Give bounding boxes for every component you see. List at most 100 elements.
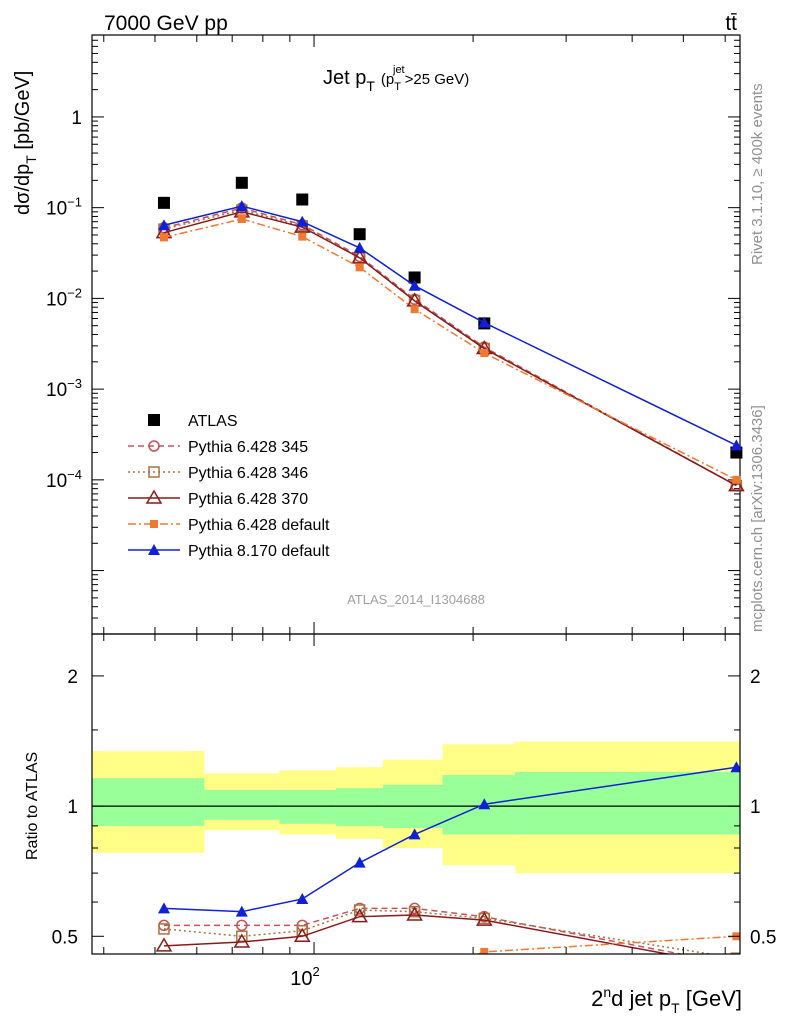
series-pythia-8-170-default (157, 200, 743, 451)
legend-marker (148, 414, 160, 426)
data-point (732, 475, 741, 484)
ratio-series-pythia-8-170-default (157, 761, 740, 917)
ratio-y-tick-label-right: 0.5 (750, 927, 776, 948)
legend-marker (148, 544, 160, 555)
ratio-point (158, 923, 170, 935)
data-point (157, 196, 170, 209)
legend-label: Pythia 8.170 default (188, 543, 330, 560)
main-series-group (155, 176, 745, 492)
data-point (480, 349, 489, 358)
y-tick-label: 10−1 (46, 195, 82, 220)
data-point (408, 271, 421, 284)
legend-marker (148, 440, 160, 452)
legend-label: Pythia 6.428 345 (188, 439, 308, 456)
ratio-point (296, 892, 309, 904)
ratio-y-tick-label: 1 (67, 797, 78, 818)
legend-marker (148, 466, 160, 478)
y-tick-label: 10−3 (46, 376, 82, 401)
rivet-version-label: Rivet 3.1.10, ≥ 400k events (749, 83, 766, 265)
energy-label: 7000 GeV pp (104, 12, 228, 35)
ratio-point (160, 981, 168, 989)
legend-label: Pythia 6.428 346 (188, 465, 308, 482)
legend-item-pythia-6-428-345: Pythia 6.428 345 (128, 439, 308, 456)
inner-band (442, 775, 515, 835)
legend-label: Pythia 6.428 default (188, 517, 330, 534)
inner-band (279, 789, 336, 824)
ratio-point (408, 828, 421, 840)
data-point (351, 249, 368, 264)
ratio-point (406, 906, 423, 921)
data-point (730, 439, 743, 451)
ratio-point (298, 1005, 306, 1013)
data-point (408, 279, 421, 291)
legend: ATLAS Pythia 6.428 345 Pythia 6.428 346 Pyt… (128, 413, 330, 560)
legend-item-pythia-6-428-346: Pythia 6.428 346 (128, 465, 308, 482)
data-point (478, 316, 491, 328)
legend-item-pythia-6-428-370: Pythia 6.428 370 (128, 489, 308, 508)
legend-item-pythia-8-170-default: Pythia 8.170 default (128, 543, 330, 560)
ratio-point (475, 911, 493, 926)
inner-band (335, 788, 383, 826)
legend-item-atlas: ATLAS (148, 413, 238, 430)
mcplots-label: mcplots.cern.ch [arXiv:1306.3436] (749, 405, 766, 632)
main-y-axis-label: dσ/dpT [pb/GeV] (12, 71, 39, 215)
data-point (298, 232, 307, 241)
x-axis-label: 2nd jet pT [GeV] (591, 984, 742, 1016)
ratio-point (729, 960, 743, 972)
ratio-point (235, 905, 248, 917)
legend-item-pythia-6-428-default: Pythia 6.428 default (128, 517, 330, 534)
ratio-point (238, 997, 246, 1005)
ratio-point (293, 927, 311, 943)
ratio-line (163, 914, 672, 954)
analysis-tag: ATLAS_2014_I1304688 (347, 592, 485, 607)
data-point (355, 263, 364, 272)
y-tick-label: 10−4 (46, 467, 82, 492)
ratio-point (353, 856, 366, 868)
x-tick-label-100: 102 (290, 964, 319, 990)
ratio-point (730, 952, 740, 954)
data-point (237, 215, 246, 224)
ratio-y-tick-label: 2 (67, 667, 78, 688)
inner-band (204, 789, 280, 820)
main-y-tick-labels: 1 10−1 10−2 10−3 10−4 (46, 108, 82, 492)
data-point (157, 219, 170, 231)
inner-band (514, 771, 740, 835)
series-pythia-6-428-default (159, 215, 741, 484)
ratio-point (356, 984, 364, 992)
data-point (410, 305, 419, 314)
y-tick-label: 1 (71, 108, 82, 129)
ratio-axis-ticks (92, 634, 740, 954)
ratio-point (731, 960, 741, 970)
data-point (159, 233, 168, 242)
ratio-point (233, 933, 251, 948)
ratio-y-tick-label-right: 1 (750, 797, 761, 818)
ratio-series-group (155, 761, 743, 1013)
legend-label: Pythia 6.428 370 (188, 491, 308, 508)
main-axis-ticks (92, 34, 740, 635)
ratio-point (480, 947, 489, 954)
ratio-point (730, 761, 740, 773)
ratio-y-tick-label-right: 2 (750, 667, 761, 688)
data-point (728, 477, 745, 492)
legend-marker (145, 489, 163, 504)
ratio-plot-frame (91, 633, 741, 955)
ratio-point (157, 902, 170, 914)
ratio-point (478, 798, 491, 810)
ratio-uncertainty-bands (92, 741, 740, 874)
ratio-point (236, 919, 248, 932)
legend-marker (150, 520, 158, 528)
data-point (235, 176, 248, 189)
data-point (296, 193, 309, 206)
data-point (353, 241, 366, 253)
y-tick-label: 10−2 (46, 285, 82, 310)
series-line (163, 211, 737, 487)
data-point (235, 200, 248, 212)
data-point (353, 228, 366, 241)
ratio-line (163, 907, 685, 954)
plot-title: Jet pT (pTjet>25 GeV) (323, 64, 469, 94)
legend-label: ATLAS (188, 413, 238, 430)
process-label: tt̄ (725, 12, 737, 35)
ratio-series-pythia-6-428-370 (155, 906, 743, 972)
ratio-point (411, 972, 419, 980)
